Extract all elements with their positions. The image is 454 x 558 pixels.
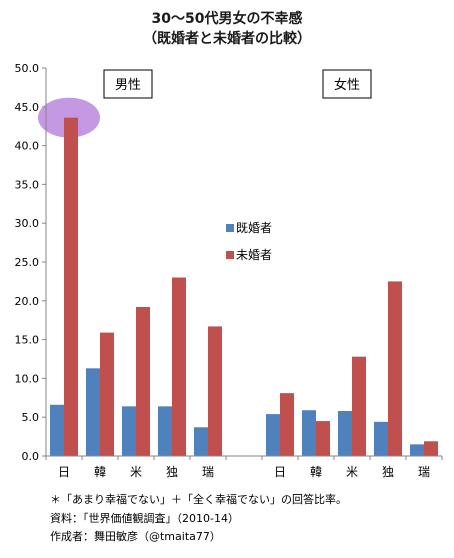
category-label: 韓 [310,465,322,479]
bar-unmarried [352,356,367,456]
bar-unmarried [424,441,439,456]
group-label-box [103,69,153,99]
bar-unmarried [64,117,79,456]
bar-married [265,414,280,456]
category-label: 独 [382,465,394,479]
category-label: 米 [346,465,358,479]
bar-married [49,404,64,456]
bar-married [337,410,352,456]
y-tick-label: 35.0 [15,178,40,191]
legend-label: 既婚者 [236,221,272,235]
y-tick-label: 15.0 [15,334,40,347]
category-label: 韓 [94,465,106,479]
category-label: 瑞 [418,465,430,479]
group-label-box [322,69,372,99]
bar-married [193,427,208,456]
legend-swatch [226,251,234,259]
chart-title-line-1: 30～50代男女の不幸感 [152,10,303,27]
group-label: 男性 [115,78,141,93]
plot-area: 0.0 5.0 10.0 15.0 20.0 25.0 30.0 35.0 40.0 45.0 50… [15,62,443,479]
footnote: ＊「あまり幸福でない」＋「全く幸福でない」の回答比率。 [50,492,347,506]
y-tick-label: 5.0 [22,411,40,424]
bar-unmarried [100,332,115,456]
y-tick-label: 40.0 [15,140,40,153]
bar-unmarried [136,307,151,456]
legend-label: 未婚者 [236,248,272,262]
y-tick-label: 50.0 [15,62,40,75]
bar-married [157,406,172,456]
legend-swatch [226,224,234,232]
source-note: 資料：「世界価値観調査」（2010-14） [50,511,239,525]
bar-married [373,421,388,456]
bar-unmarried [208,326,223,456]
y-tick-label: 45.0 [15,101,40,114]
bar-married [121,406,136,456]
group-label: 女性 [334,77,360,93]
chart-title-line-2: （既婚者と未婚者の比較） [143,30,311,47]
y-tick-label: 20.0 [15,295,40,308]
y-tick-label: 30.0 [15,217,40,230]
category-label: 瑞 [202,465,214,479]
bar-unmarried [316,421,331,456]
bar-unmarried [172,277,187,456]
category-label: 日 [274,465,286,479]
category-label: 米 [130,465,142,479]
bar-married [301,410,316,456]
bar-unmarried [388,281,403,456]
y-tick-label: 0.0 [22,450,40,463]
bar-unmarried [280,393,295,456]
bar-married [409,444,424,456]
category-label: 日 [58,465,70,479]
author-note: 作成者：舞田敏彦（@tmaita77） [50,529,221,543]
category-label: 独 [166,465,178,479]
bar-married [85,368,100,456]
y-tick-label: 25.0 [15,256,40,269]
y-tick-label: 10.0 [15,372,40,385]
